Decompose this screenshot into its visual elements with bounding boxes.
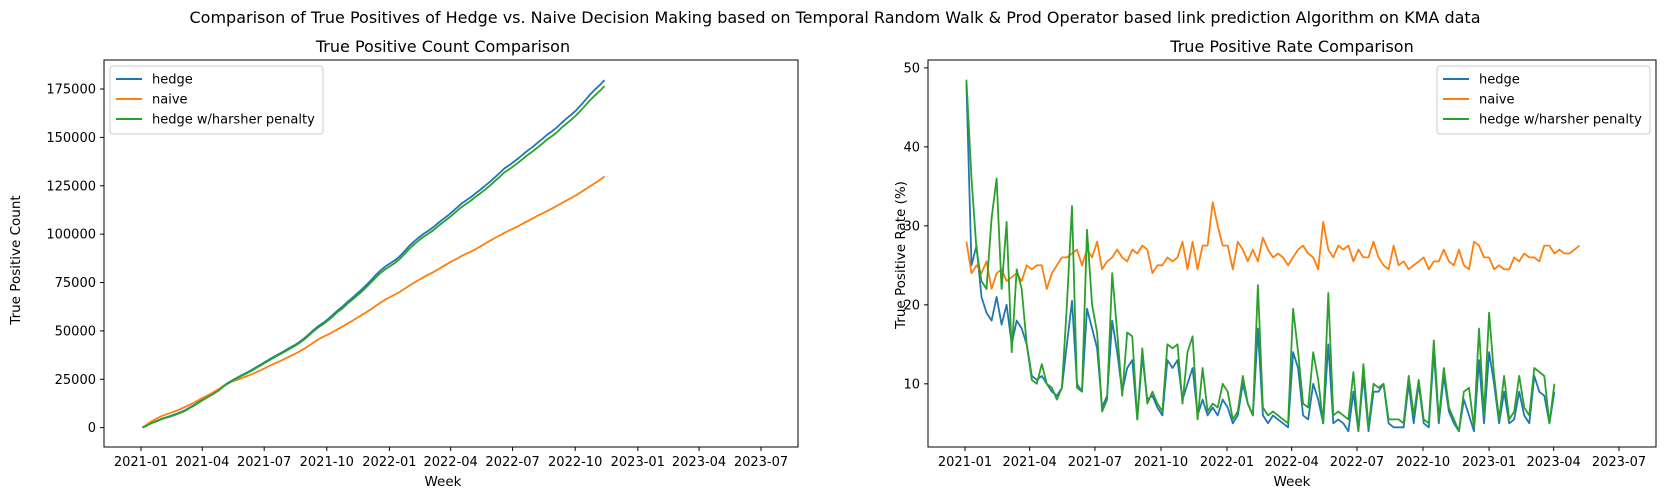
y-tick-label: 175000 bbox=[46, 83, 96, 98]
y-tick-label: 40 bbox=[903, 140, 920, 155]
legend: hedge naive hedge w/harsher penalty bbox=[109, 65, 324, 135]
chart-title: True Positive Count Comparison bbox=[315, 37, 570, 56]
y-tick-label: 100000 bbox=[46, 228, 96, 243]
x-tick-label: 2023-07 bbox=[1592, 455, 1646, 470]
x-axis-label: Week bbox=[425, 474, 462, 490]
y-tick-label: 25000 bbox=[55, 373, 96, 388]
y-tick-label: 20 bbox=[903, 298, 920, 313]
x-tick-label: 2023-01 bbox=[611, 455, 665, 470]
x-tick-label: 2022-01 bbox=[1200, 455, 1254, 470]
legend-label: hedge bbox=[152, 73, 193, 88]
chart-title: True Positive Rate Comparison bbox=[1169, 37, 1413, 56]
x-tick-label: 2022-01 bbox=[362, 455, 416, 470]
x-tick-label: 2021-10 bbox=[1134, 455, 1188, 470]
series-line-2 bbox=[142, 85, 606, 429]
legend-label: hedge w/harsher penalty bbox=[1479, 113, 1642, 128]
legend-label: naive bbox=[1479, 93, 1515, 108]
y-tick-label: 30 bbox=[903, 219, 920, 234]
x-tick-label: 2023-01 bbox=[1462, 455, 1516, 470]
x-axis-label: Week bbox=[1274, 474, 1311, 490]
x-tick-label: 2022-04 bbox=[1264, 455, 1318, 470]
y-tick-label: 150000 bbox=[46, 131, 96, 146]
x-tick-label: 2022-04 bbox=[423, 455, 477, 470]
legend-label: hedge bbox=[1479, 73, 1520, 88]
legend-label: naive bbox=[152, 93, 188, 108]
y-tick-label: 50000 bbox=[55, 324, 96, 339]
series-line-1 bbox=[965, 201, 1581, 290]
y-tick-label: 0 bbox=[88, 421, 96, 436]
series-line-1 bbox=[141, 175, 606, 429]
legend: hedge naive hedge w/harsher penalty bbox=[1436, 65, 1651, 135]
x-tick-label: 2022-07 bbox=[1330, 455, 1384, 470]
y-tick-label: 125000 bbox=[46, 179, 96, 194]
x-tick-label: 2021-10 bbox=[300, 455, 354, 470]
figure-suptitle: Comparison of True Positives of Hedge vs… bbox=[189, 8, 1481, 27]
x-tick-label: 2022-10 bbox=[548, 455, 602, 470]
y-tick-label: 10 bbox=[903, 377, 920, 392]
x-tick-label: 2021-04 bbox=[175, 455, 229, 470]
x-tick-label: 2021-04 bbox=[1002, 455, 1056, 470]
x-tick-label: 2023-04 bbox=[672, 455, 726, 470]
series-line-0 bbox=[965, 83, 1556, 433]
x-tick-label: 2021-07 bbox=[1068, 455, 1122, 470]
x-tick-label: 2022-10 bbox=[1396, 455, 1450, 470]
legend-box bbox=[109, 65, 324, 135]
y-axis-label: True Positive Count bbox=[8, 195, 24, 325]
x-tick-label: 2023-07 bbox=[734, 455, 788, 470]
x-tick-label: 2023-04 bbox=[1527, 455, 1581, 470]
y-tick-label: 50 bbox=[903, 61, 920, 76]
y-tick-label: 75000 bbox=[55, 276, 96, 291]
x-tick-label: 2021-01 bbox=[938, 455, 992, 470]
x-tick-label: 2021-07 bbox=[237, 455, 291, 470]
x-tick-label: 2021-01 bbox=[114, 455, 168, 470]
x-tick-label: 2022-07 bbox=[485, 455, 539, 470]
legend-label: hedge w/harsher penalty bbox=[152, 113, 315, 128]
series-line-2 bbox=[965, 79, 1556, 433]
y-axis-label: True Positive Rate (%) bbox=[893, 181, 909, 330]
legend-box bbox=[1436, 65, 1651, 135]
